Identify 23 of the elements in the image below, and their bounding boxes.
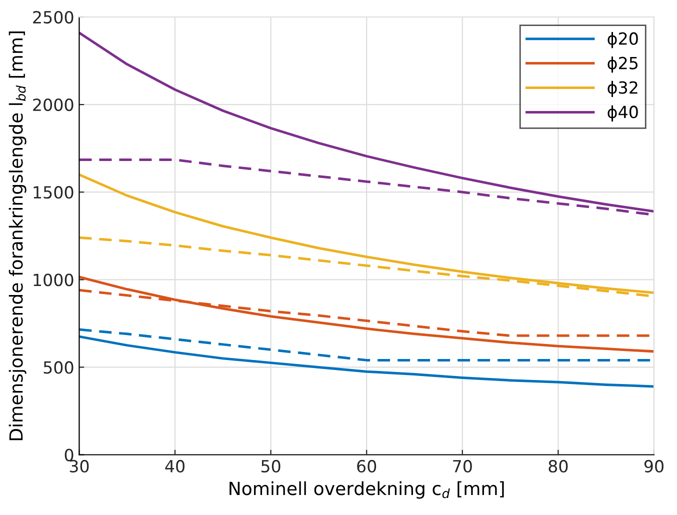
y-tick-label: 500 xyxy=(44,361,74,374)
x-tick-label: 50 xyxy=(261,460,280,473)
x-tick-label: 30 xyxy=(70,460,89,473)
x-tick-label: 40 xyxy=(165,460,184,473)
x-tick-label: 90 xyxy=(644,460,664,473)
y-tick-label: 1500 xyxy=(34,186,74,199)
legend-label: ϕ32 xyxy=(608,80,638,98)
y-tick-label: 1000 xyxy=(34,274,74,286)
y-tick-label: 2500 xyxy=(33,10,74,24)
line-series xyxy=(79,276,654,353)
y-tick-label: 2000 xyxy=(33,98,74,112)
x-axis-title: Nominell overdekning c$_{d}$ [mm] xyxy=(230,481,504,499)
x-tick-label: 60 xyxy=(357,460,376,473)
legend-label: ϕ25 xyxy=(608,56,638,73)
x-tick-label: 70 xyxy=(453,460,472,473)
line-series xyxy=(79,173,654,294)
line-series xyxy=(79,32,654,213)
x-tick-label: 80 xyxy=(548,460,568,473)
legend-label: ϕ40 xyxy=(608,105,638,122)
legend-label: ϕ20 xyxy=(608,32,638,48)
line-series xyxy=(79,335,654,388)
y-tick-label: 0 xyxy=(64,448,74,462)
y-axis-title: Dimensjonerende forankringslengde l$_{bd}$ [mm] xyxy=(8,31,26,440)
